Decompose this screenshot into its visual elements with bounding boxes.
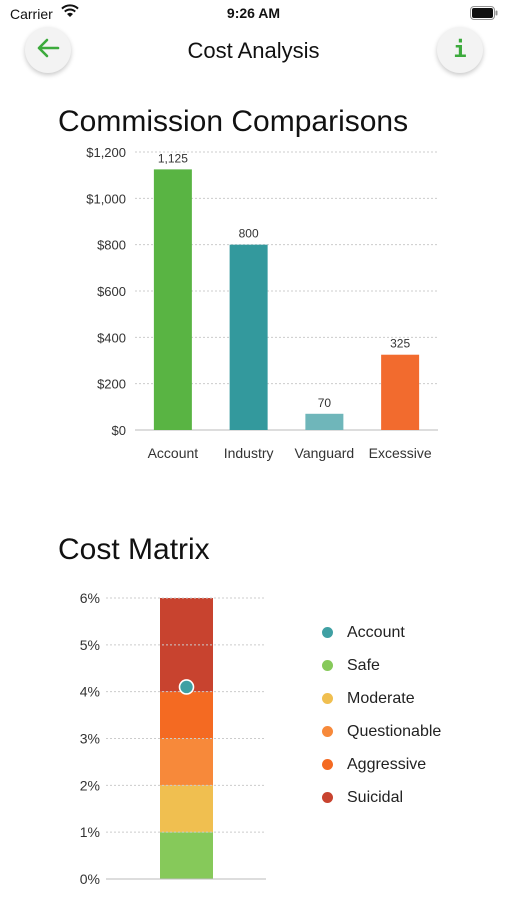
back-button[interactable] [25,27,71,73]
band-aggressive [160,691,213,739]
carrier-label: Carrier [10,6,53,22]
arrow-left-icon [36,37,60,64]
data-label: 325 [390,337,410,351]
y-tick-label: $1,200 [86,145,126,160]
x-tick-label: Account [148,445,199,461]
y-tick-label: $1,000 [86,191,126,206]
data-label: 800 [239,227,259,241]
legend-dot-icon [322,693,333,704]
legend-label: Aggressive [347,755,427,773]
data-label: 70 [318,396,332,410]
y-tick-label: $400 [97,330,126,345]
info-icon: i [453,37,467,63]
y-tick-label: 5% [80,637,100,653]
y-tick-label: 4% [80,684,100,700]
status-bar: Carrier 9:26 AM [0,0,507,28]
legend-dot-icon [322,759,333,770]
y-tick-label: $600 [97,284,126,299]
legend-label: Questionable [347,722,442,740]
x-tick-label: Industry [224,445,274,461]
y-tick-label: 3% [80,731,100,747]
legend-dot-icon [322,660,333,671]
legend-dot-icon [322,726,333,737]
band-safe [160,832,213,879]
bar-industry [229,244,268,430]
legend-item: Questionable [322,715,441,748]
legend-item: Moderate [322,682,441,715]
battery-icon [470,6,498,25]
legend-item: Aggressive [322,748,441,781]
y-tick-label: $200 [97,377,126,392]
legend-dot-icon [322,792,333,803]
y-tick-label: $0 [112,423,126,438]
cost-matrix-title: Cost Matrix [58,533,210,566]
legend-item: Account [322,616,441,649]
legend-dot-icon [322,627,333,638]
cost-matrix-legend: Account Safe Moderate Questionable Aggressiv… [322,616,441,814]
bar-account [153,169,192,430]
clock: 9:26 AM [226,5,281,21]
band-questionable [160,738,213,786]
legend-label: Suicidal [347,788,404,806]
x-tick-label: Vanguard [295,445,355,461]
commission-title: Commission Comparisons [58,105,409,138]
legend-label: Safe [347,656,380,674]
page-title: Cost Analysis [187,38,320,63]
wifi-icon [60,3,80,24]
legend-label: Moderate [347,689,415,707]
account-marker [178,679,195,695]
legend-item: Safe [322,649,441,682]
bar-vanguard [305,413,344,430]
y-tick-label: 2% [80,777,100,793]
x-tick-label: Excessive [369,445,432,461]
bar-excessive [381,354,420,430]
y-tick-label: 6% [80,590,100,606]
legend-item: Suicidal [322,781,441,814]
legend-label: Account [347,623,405,641]
info-button[interactable]: i [437,27,483,73]
y-tick-label: 1% [80,824,100,840]
band-moderate [160,785,213,833]
data-label: 1,125 [158,151,188,165]
y-tick-label: 0% [80,871,100,887]
y-tick-label: $800 [97,238,126,253]
commission-bar-chart: $0 $200 $400 $600 $800 $1,000 $1,200 1,125 Accou… [86,145,438,461]
